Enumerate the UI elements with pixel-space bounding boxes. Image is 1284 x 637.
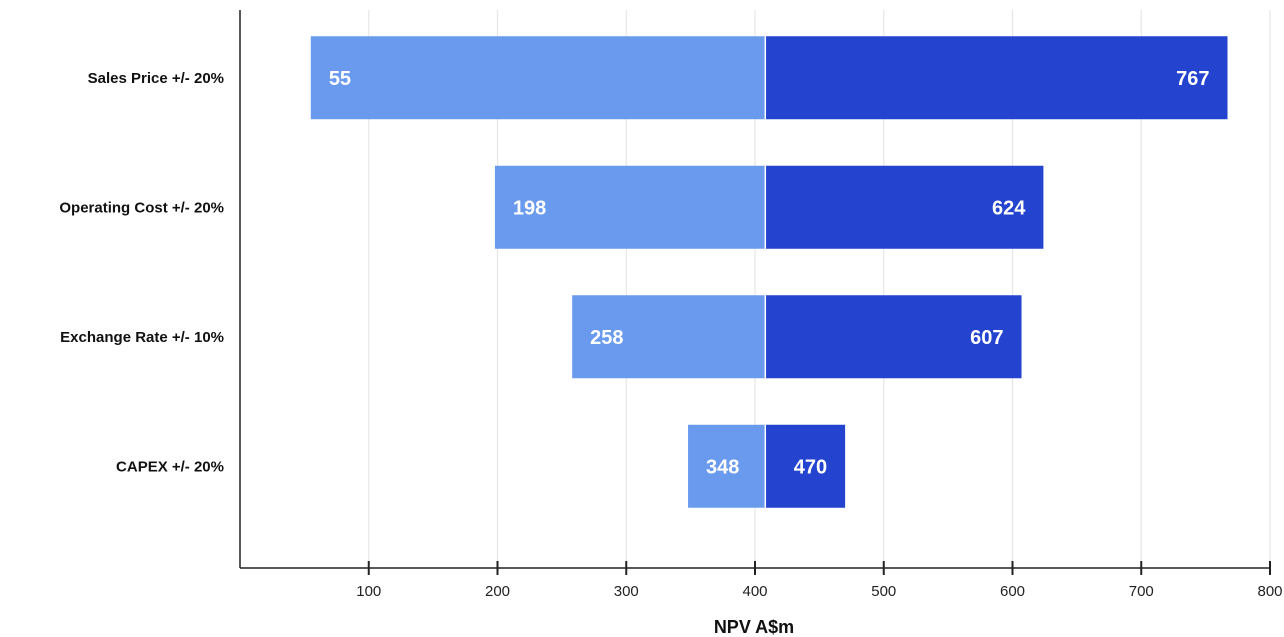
x-tick-label-600: 600: [1000, 583, 1025, 600]
bars: [310, 36, 1228, 508]
bar-high-3: [765, 424, 846, 508]
bar-high-0: [765, 36, 1228, 120]
bar-low-2: [572, 295, 766, 379]
bar-high-2: [765, 295, 1022, 379]
bar-high-label-0: 767: [1176, 68, 1209, 90]
bar-high-label-3: 470: [794, 456, 827, 478]
bar-low-0: [310, 36, 766, 120]
x-tick-label-300: 300: [614, 583, 639, 600]
bar-high-label-1: 624: [992, 197, 1026, 219]
category-label-0: Sales Price +/- 20%: [88, 70, 224, 87]
category-label-3: CAPEX +/- 20%: [116, 458, 224, 475]
x-tick-label-200: 200: [485, 583, 510, 600]
bar-high-label-2: 607: [970, 327, 1003, 349]
bar-low-label-1: 198: [513, 197, 546, 219]
bar-low-label-0: 55: [329, 68, 351, 90]
x-tick-label-700: 700: [1129, 583, 1154, 600]
x-tick-label-400: 400: [742, 583, 767, 600]
bar-low-label-2: 258: [590, 327, 623, 349]
category-label-1: Operating Cost +/- 20%: [59, 199, 224, 216]
axes: [239, 10, 1271, 575]
labels: 55 767 Sales Price +/- 20% 198 624 Operating …: [59, 68, 1282, 600]
x-axis-title: NPV A$m: [714, 617, 794, 637]
x-tick-label-800: 800: [1257, 583, 1282, 600]
category-label-2: Exchange Rate +/- 10%: [60, 329, 224, 346]
bar-high-1: [765, 165, 1044, 249]
x-tick-label-100: 100: [356, 583, 381, 600]
bar-low-3: [688, 424, 766, 508]
bar-low-label-3: 348: [706, 456, 739, 478]
x-tick-label-500: 500: [871, 583, 896, 600]
bar-low-1: [494, 165, 766, 249]
